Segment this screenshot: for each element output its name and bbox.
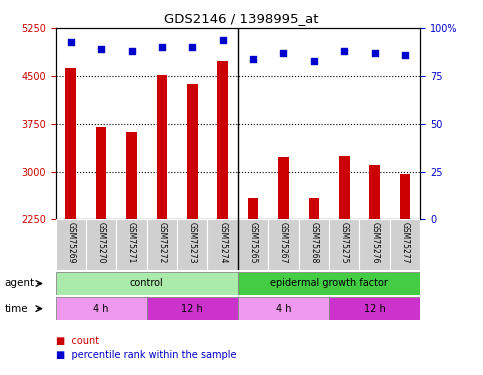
Bar [56, 219, 86, 270]
Text: epidermal growth factor: epidermal growth factor [270, 279, 388, 288]
Point [401, 52, 409, 58]
Point [97, 46, 105, 52]
Text: 12 h: 12 h [182, 304, 203, 313]
Text: ■  percentile rank within the sample: ■ percentile rank within the sample [56, 350, 236, 360]
Bar [329, 219, 359, 270]
Text: GSM75270: GSM75270 [97, 222, 106, 263]
Point [158, 44, 166, 50]
Bar [268, 219, 298, 270]
Bar [126, 132, 137, 219]
Point [341, 48, 348, 54]
Point [67, 39, 74, 45]
Point [280, 50, 287, 56]
Text: GSM75268: GSM75268 [309, 222, 318, 263]
Text: GSM75275: GSM75275 [340, 222, 349, 263]
Bar [339, 156, 350, 219]
Text: 4 h: 4 h [276, 304, 291, 313]
Bar [116, 219, 147, 270]
Bar [156, 75, 167, 219]
Bar [65, 68, 76, 219]
Bar [309, 198, 319, 219]
Bar [147, 219, 177, 270]
Text: GSM75277: GSM75277 [400, 222, 410, 263]
Text: 12 h: 12 h [364, 304, 385, 313]
Bar [400, 174, 411, 219]
Text: time: time [5, 304, 28, 313]
Text: control: control [130, 279, 164, 288]
Bar [56, 297, 147, 320]
Bar [248, 198, 258, 219]
Point [188, 44, 196, 50]
Text: ■  count: ■ count [56, 336, 99, 346]
Bar [238, 219, 268, 270]
Bar [359, 219, 390, 270]
Bar [329, 297, 420, 320]
Text: GSM75274: GSM75274 [218, 222, 227, 263]
Text: agent: agent [5, 279, 35, 288]
Point [310, 58, 318, 64]
Point [128, 48, 135, 54]
Point [219, 37, 227, 43]
Bar [238, 297, 329, 320]
Point [371, 50, 379, 56]
Text: GSM75267: GSM75267 [279, 222, 288, 263]
Text: 4 h: 4 h [93, 304, 109, 313]
Text: GDS2146 / 1398995_at: GDS2146 / 1398995_at [164, 12, 319, 25]
Bar [217, 61, 228, 219]
Bar [147, 297, 238, 320]
Text: GSM75276: GSM75276 [370, 222, 379, 263]
Text: GSM75273: GSM75273 [188, 222, 197, 263]
Bar [86, 219, 116, 270]
Bar [177, 219, 208, 270]
Bar [56, 272, 238, 295]
Bar [390, 219, 420, 270]
Bar [278, 157, 289, 219]
Text: GSM75265: GSM75265 [249, 222, 257, 263]
Text: GSM75271: GSM75271 [127, 222, 136, 263]
Bar [369, 165, 380, 219]
Point [249, 56, 257, 62]
Text: GSM75269: GSM75269 [66, 222, 75, 263]
Bar [187, 84, 198, 219]
Text: GSM75272: GSM75272 [157, 222, 167, 263]
Bar [208, 219, 238, 270]
Bar [96, 127, 106, 219]
Bar [238, 272, 420, 295]
Bar [298, 219, 329, 270]
